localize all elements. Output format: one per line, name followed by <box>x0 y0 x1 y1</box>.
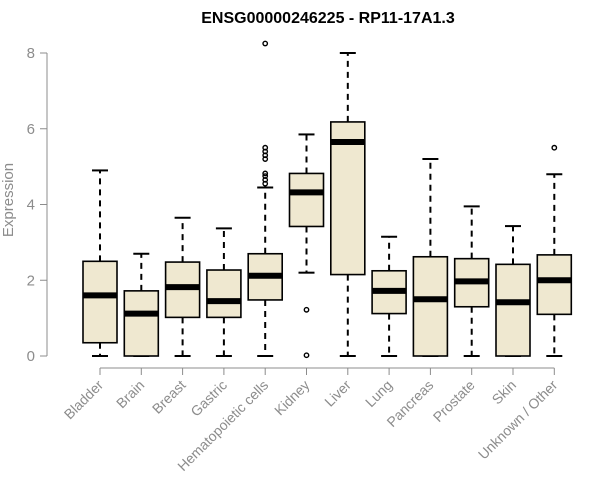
plot-area <box>82 40 573 359</box>
box <box>82 260 118 344</box>
box <box>412 255 449 357</box>
x-tick-label: Skin <box>489 377 520 408</box>
box-group <box>371 235 407 357</box>
box <box>123 290 160 357</box>
box <box>206 269 242 319</box>
y-tick-label: 8 <box>27 45 35 62</box>
box-group <box>495 225 531 357</box>
outlier-point <box>262 40 269 47</box>
x-tick-label: Bladder <box>61 377 107 423</box>
y-tick-label: 6 <box>27 121 35 138</box>
box <box>495 263 531 357</box>
box <box>536 254 573 316</box>
outlier-point <box>303 352 310 359</box>
y-axis-label: Expression <box>0 163 17 237</box>
box-group <box>206 227 242 357</box>
outlier-point <box>262 144 269 151</box>
x-tick-label: Prostate <box>430 377 478 425</box>
x-tick-label: Lung <box>362 377 395 410</box>
outlier-point <box>551 144 558 151</box>
box-group <box>123 252 160 357</box>
outlier-point <box>303 306 310 313</box>
y-tick-label: 0 <box>27 348 35 365</box>
box-group <box>82 169 118 357</box>
x-tick-label: Kidney <box>271 377 313 419</box>
box-group <box>288 133 325 359</box>
x-tick-label: Brain <box>113 377 147 411</box>
y-tick-label: 4 <box>27 197 35 214</box>
box-group <box>453 205 490 357</box>
outlier-point <box>262 173 269 179</box>
box-group <box>329 52 366 357</box>
box-group <box>412 158 449 357</box>
box-group <box>247 40 283 357</box>
x-tick-label: Liver <box>321 377 354 410</box>
y-tick-label: 2 <box>27 272 35 289</box>
box-group <box>164 216 201 357</box>
box <box>288 172 325 228</box>
y-axis: 0 2 4 6 8 <box>27 45 48 365</box>
box <box>329 121 366 276</box>
outlier-point <box>262 170 269 177</box>
box-group <box>536 144 573 357</box>
x-tick-label: Breast <box>149 377 189 417</box>
chart-title: ENSG00000246225 - RP11-17A1.3 <box>201 10 455 27</box>
